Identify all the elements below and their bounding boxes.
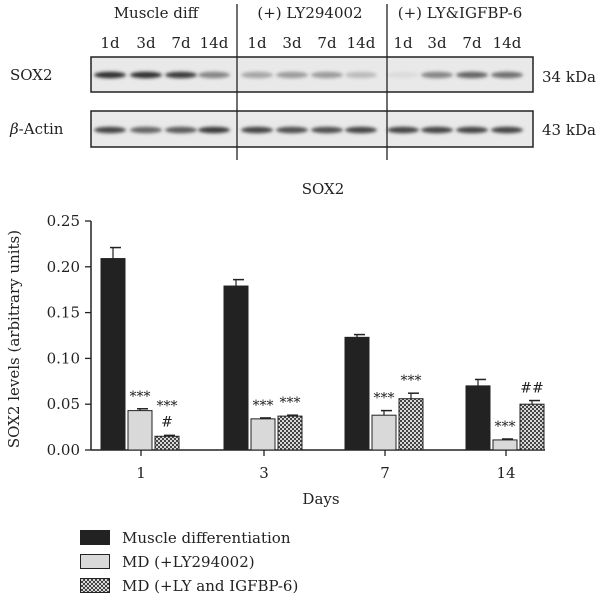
sox2-band [387,71,419,79]
legend-swatch [80,578,110,593]
x-tick-label: 3 [259,464,269,482]
sox2-band [456,71,488,79]
western-blot: Muscle diff (+) LY294002 (+) LY&IGFBP-6 … [9,4,596,160]
actin-band [198,126,230,134]
sox2-band [241,71,273,79]
blot-time-label: 1d [393,34,413,52]
blot-time-label: 14d [347,34,376,52]
sox2-band [276,71,308,79]
actin-band [345,126,377,134]
x-axis-label: Days [302,490,339,508]
sox2-band [421,71,453,79]
significance-label: *** [130,389,151,405]
bar-md-ly-and-igfbp-6- [398,398,424,451]
significance-label: # [161,414,173,430]
significance-label: *** [374,391,395,407]
sox2-band [311,71,343,79]
legend-label: MD (+LY and IGFBP-6) [122,577,299,595]
legend-label: Muscle differentiation [122,529,291,547]
blot-time-label: 1d [247,34,267,52]
sox2-band [130,71,162,79]
bars: ******#*** *** *********## [100,246,545,451]
sox2-band [94,71,126,79]
significance-label: *** [401,373,422,389]
blot-time-label: 7d [171,34,191,52]
x-axis-ticks: 1 3 7 14 [136,450,516,482]
legend-label: MD (+LY294002) [122,553,255,571]
blot-time-label: 14d [493,34,522,52]
blot-time-label: 1d [100,34,120,52]
y-tick-label: 0.20 [47,258,80,276]
bar-md-ly-and-igfbp-6- [154,435,180,451]
y-tick-label: 0.25 [47,212,80,230]
actin-band [456,126,488,134]
y-tick-label: 0.10 [47,349,80,367]
actin-band [241,126,273,134]
blot-time-label: 3d [427,34,447,52]
bar-md-ly294002- [127,410,153,451]
bar-muscle-differentiation [344,336,370,451]
x-tick-label: 7 [380,464,390,482]
significance-label: ## [520,381,543,397]
actin-band [94,126,126,134]
blot-time-labels: 1d 3d 7d 14d 1d 3d 7d 14d 1d 3d 7d 14d [100,34,521,52]
y-tick-label: 0.05 [47,395,80,413]
y-tick-label: 0.00 [47,441,80,459]
actin-band [130,126,162,134]
actin-band [276,126,308,134]
blot-group-label: (+) LY294002 [257,4,362,22]
actin-band [165,126,197,134]
bar-md-ly-and-igfbp-6- [519,403,545,451]
y-tick-label: 0.15 [47,304,80,322]
actin-band [421,126,453,134]
significance-label: *** [280,395,301,411]
sox2-band [345,71,377,79]
significance-label: *** [253,398,274,414]
legend-swatch [80,530,110,545]
bar-muscle-differentiation [100,258,126,451]
sox2-band [165,71,197,79]
blot-time-label: 14d [200,34,229,52]
bar-md-ly-and-igfbp-6- [277,415,303,451]
beta-symbol: β [9,120,19,138]
blot-size-actin: 43 kDa [542,121,596,139]
significance-label: *** [495,419,516,435]
blot-row-label-sox2: SOX2 [10,66,53,84]
actin-band [387,126,419,134]
blot-time-label: 3d [136,34,156,52]
legend-swatch [80,554,110,569]
sox2-band [198,71,230,79]
blot-time-label: 7d [462,34,482,52]
significance-label: *** [157,398,178,414]
blot-group-label: (+) LY&IGFBP-6 [398,4,523,22]
blot-bands [94,71,523,134]
bar-md-ly294002- [371,414,397,451]
y-axis-label: SOX2 levels (arbitrary units) [5,230,23,448]
actin-band [491,126,523,134]
chart-title: SOX2 [302,180,345,198]
bar-muscle-differentiation [465,385,491,451]
y-axis-ticks: 0.00 0.05 0.10 0.15 0.20 0.25 [47,212,91,459]
x-tick-label: 14 [496,464,515,482]
actin-band [311,126,343,134]
blot-row-label-actin: β-Actin [9,120,64,138]
blot-time-label: 3d [282,34,302,52]
blot-time-label: 7d [317,34,337,52]
bar-md-ly294002- [492,439,518,451]
blot-size-sox2: 34 kDa [542,68,596,86]
bar-muscle-differentiation [223,285,249,451]
sox2-band [491,71,523,79]
blot-group-label: Muscle diff [114,4,200,22]
x-tick-label: 1 [136,464,146,482]
bar-md-ly294002- [250,418,276,451]
